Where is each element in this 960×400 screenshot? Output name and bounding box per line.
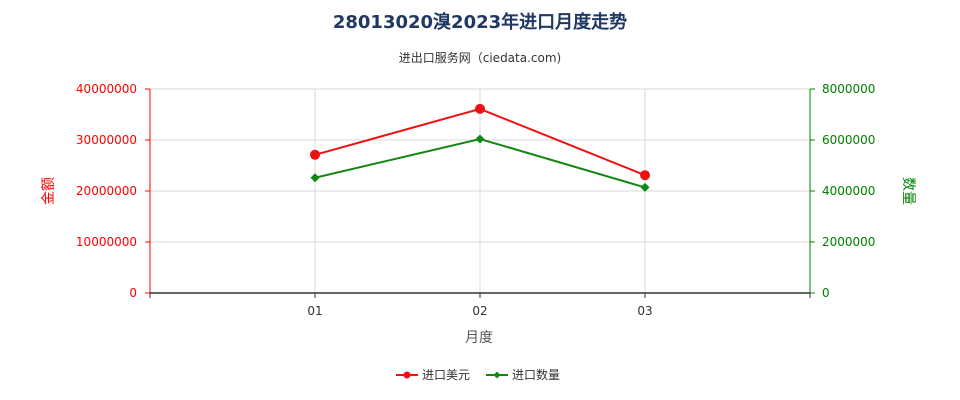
x-tick-label: 03 [637,304,652,318]
x-axis-label: 月度 [465,330,493,346]
legend-marker [493,371,501,379]
x-tick-label: 01 [307,304,322,318]
left-axis-ticks: 0 10000000 20000000 30000000 40000000 [76,82,150,300]
y-left-axis-label: 金额 [41,177,57,205]
y-right-tick-label: 2000000 [822,235,875,249]
chart-subtitle: 进出口服务网（ciedata.com) [399,50,561,65]
y-right-tick-label: 6000000 [822,133,875,147]
data-point-circle [475,103,485,114]
legend-label: 进口数量 [512,367,560,382]
y-right-tick-label: 4000000 [822,184,875,198]
data-point-diamond [640,182,650,192]
data-point-circle [310,149,320,160]
grid-lines [150,88,810,293]
y-left-tick-label: 30000000 [76,133,137,147]
legend-marker [403,371,411,379]
data-point-circle [640,170,650,181]
y-left-tick-label: 10000000 [76,235,137,249]
legend: 进口美元 进口数量 [396,367,560,382]
x-tick-label: 02 [472,304,487,318]
chart-title: 28013020溴2023年进口月度走势 [333,11,627,33]
data-point-diamond [475,134,485,144]
data-point-diamond [310,173,320,183]
y-left-tick-label: 40000000 [76,82,137,96]
y-right-tick-label: 0 [822,286,830,300]
y-left-tick-label: 20000000 [76,184,137,198]
right-axis-ticks: 0 2000000 4000000 6000000 8000000 [810,82,875,300]
y-left-tick-label: 0 [129,286,137,300]
y-right-axis-label: 数量 [900,177,916,205]
series-layer [310,103,650,192]
y-right-tick-label: 8000000 [822,82,875,96]
x-axis-ticks: 01 02 03 [149,293,811,318]
legend-label: 进口美元 [422,368,470,382]
